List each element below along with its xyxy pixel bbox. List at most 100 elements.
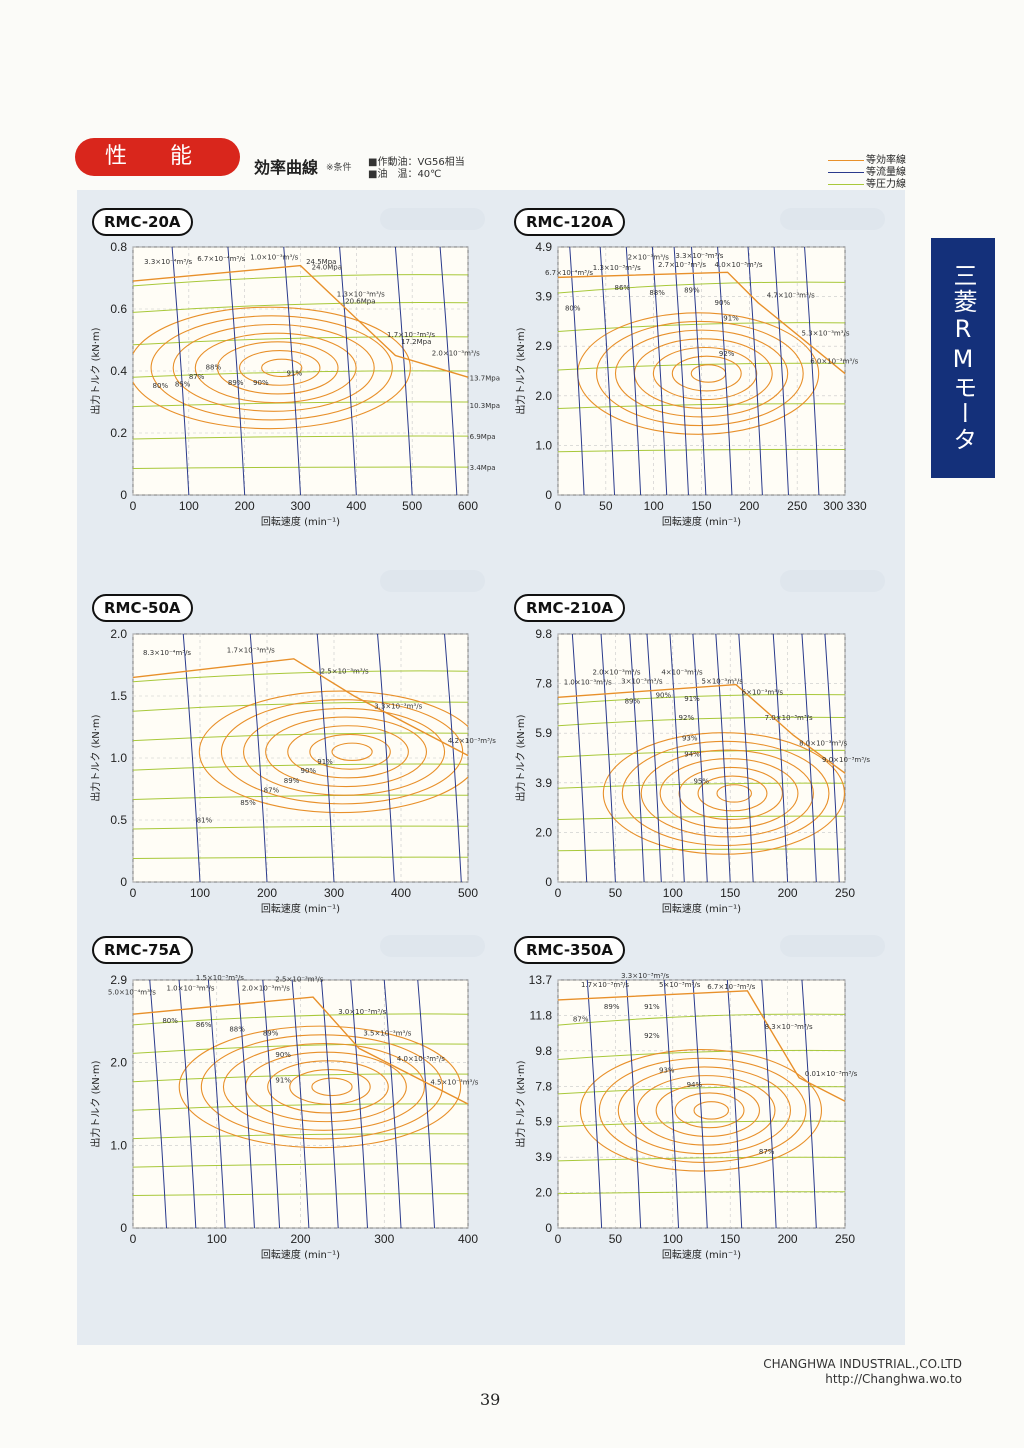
flow-line (690, 247, 707, 495)
y-tick-label: 0 (120, 1221, 127, 1235)
pressure-line (133, 701, 468, 712)
efficiency-label: 87% (189, 373, 205, 381)
x-tick-label: 400 (346, 499, 366, 513)
flow-pressure-annotation: 8.3×10⁻⁴m³/s (143, 649, 191, 657)
efficiency-contour (693, 1101, 730, 1120)
efficiency-chart: 0 100 200 300 400 0 1.0 2.0 2.9 回転速度 (min⁻¹) 出力トルク… (85, 968, 479, 1272)
y-axis-label: 出力トルク (kN·m) (514, 1060, 527, 1147)
y-tick-label: 5.9 (535, 1115, 552, 1129)
flow-pressure-annotation: 2.5×10⁻³m³/s (321, 668, 369, 676)
y-tick-label: 2.9 (535, 339, 552, 353)
condition-oil: ■作動油：VG56相当 (368, 157, 465, 168)
x-tick-label: 50 (609, 1232, 623, 1246)
efficiency-contour (678, 766, 783, 821)
company-url[interactable]: http://Changhwa.wo.to (825, 1372, 962, 1386)
efficiency-contour (238, 349, 321, 386)
pressure-line (558, 815, 845, 820)
flow-pressure-annotation: 1.3×10⁻³m³/s (337, 291, 385, 299)
x-tick-label: 600 (458, 499, 478, 513)
legend-line-icon (828, 183, 864, 185)
x-tick-label: 250 (787, 499, 807, 513)
flow-line (291, 980, 310, 1228)
efficiency-label: 88% (206, 363, 222, 371)
flow-pressure-annotation: 6.9Mpa (470, 433, 496, 441)
efficiency-contour (621, 740, 830, 847)
y-tick-label: 1.0 (535, 438, 552, 452)
condition-note: ※条件 (326, 163, 352, 173)
y-tick-label: 1.0 (110, 751, 127, 765)
x-tick-label: 200 (778, 1232, 798, 1246)
flow-line (651, 247, 668, 495)
efficiency-label: 91% (723, 314, 739, 322)
flow-line (804, 247, 820, 495)
x-tick-label: 250 (835, 1232, 855, 1246)
pressure-line (133, 856, 468, 859)
efficiency-label: 80% (162, 1017, 178, 1025)
efficiency-label: 93% (659, 1066, 675, 1074)
legend-label: 等効率線 (866, 155, 906, 166)
pressure-line (558, 1156, 845, 1162)
x-tick-label: 0 (555, 886, 562, 900)
model-label: RMC-350A (514, 936, 625, 964)
efficiency-contour (261, 358, 303, 378)
efficiency-contour (697, 775, 768, 812)
efficiency-chart: 0 50 100 150 200 250 300 330 0 1.0 2.0 2.9 3.9 4.9 回転… (510, 235, 900, 539)
flow-pressure-annotation: 5.3×10⁻³m³/s (802, 330, 850, 338)
flow-pressure-annotation: 1.3×10⁻³m³/s (593, 264, 641, 272)
chart-curves (133, 980, 468, 1228)
x-tick-label: 0 (555, 1232, 562, 1246)
y-axis-label: 出力トルク (kN·m) (514, 714, 527, 801)
flow-pressure-annotation: 6.7×10⁻⁴m³/s (197, 255, 245, 263)
flow-pressure-annotation: 1.7×10⁻³m³/s (227, 647, 275, 655)
chart-svg: 0 100 200 300 400 500 0 0.5 1.0 1.5 2.0 回転速度 (min⁻¹… (89, 627, 496, 915)
efficiency-label: 87% (573, 1016, 589, 1024)
plot-area (557, 979, 846, 1229)
flow-line (383, 980, 402, 1228)
flow-pressure-annotation: 4×10⁻³m³/s (661, 668, 703, 676)
x-tick-label: 200 (290, 1232, 310, 1246)
flow-pressure-annotation: 3.4Mpa (470, 464, 496, 472)
flow-line (625, 980, 642, 1228)
efficiency-label: 95% (693, 777, 709, 785)
efficiency-label: 81% (197, 816, 213, 824)
flow-pressure-annotation: 3.3×10⁻⁴m³/s (144, 258, 192, 266)
pressure-line (558, 362, 845, 371)
y-tick-label: 3.9 (535, 290, 552, 304)
flow-pressure-annotation: 3×10⁻³m³/s (621, 677, 663, 685)
plot-area (557, 633, 846, 883)
efficiency-contour (331, 742, 373, 762)
efficiency-contour (598, 1057, 807, 1163)
flow-line (773, 247, 789, 495)
x-axis-label: 回転速度 (min⁻¹) (261, 515, 340, 528)
efficiency-contour (222, 1042, 425, 1131)
flow-line (717, 247, 733, 495)
ghost-pill (780, 570, 885, 592)
section-title: 性 能 (75, 138, 240, 176)
flow-line (207, 980, 226, 1228)
envelope-line (132, 264, 469, 378)
y-axis-label: 出力トルク (kN·m) (514, 327, 527, 414)
flow-pressure-annotation: 2.0×10⁻³m³/s (432, 350, 480, 358)
efficiency-contour (636, 1075, 776, 1146)
efficiency-label: 89% (284, 777, 300, 785)
y-tick-label: 0.8 (110, 240, 127, 254)
flow-pressure-annotation: 1.0×10⁻³m³/s (564, 679, 612, 687)
flow-line (692, 634, 708, 882)
flow-pressure-annotation: 8.3×10⁻³m³/s (765, 1023, 813, 1031)
efficiency-label: 86% (196, 1021, 212, 1029)
flow-line (715, 634, 731, 882)
efficiency-contour (200, 1034, 444, 1140)
chart-svg: 0 50 100 150 200 250 0 2.0 3.9 5.9 7.8 9.8 11.8 13.7 回… (514, 972, 858, 1261)
y-axis-label: 出力トルク (kN·m) (89, 714, 102, 801)
ghost-pill (780, 208, 885, 230)
x-tick-label: 300 330 (823, 499, 867, 513)
flow-line (283, 247, 301, 495)
x-tick-label: 100 (663, 886, 683, 900)
y-tick-label: 11.8 (530, 1008, 553, 1022)
x-tick-label: 200 (235, 499, 255, 513)
x-tick-label: 50 (609, 886, 623, 900)
efficiency-contour (579, 1049, 823, 1172)
efficiency-contour (655, 1083, 761, 1137)
envelope-line (557, 990, 846, 1102)
x-tick-label: 200 (778, 886, 798, 900)
